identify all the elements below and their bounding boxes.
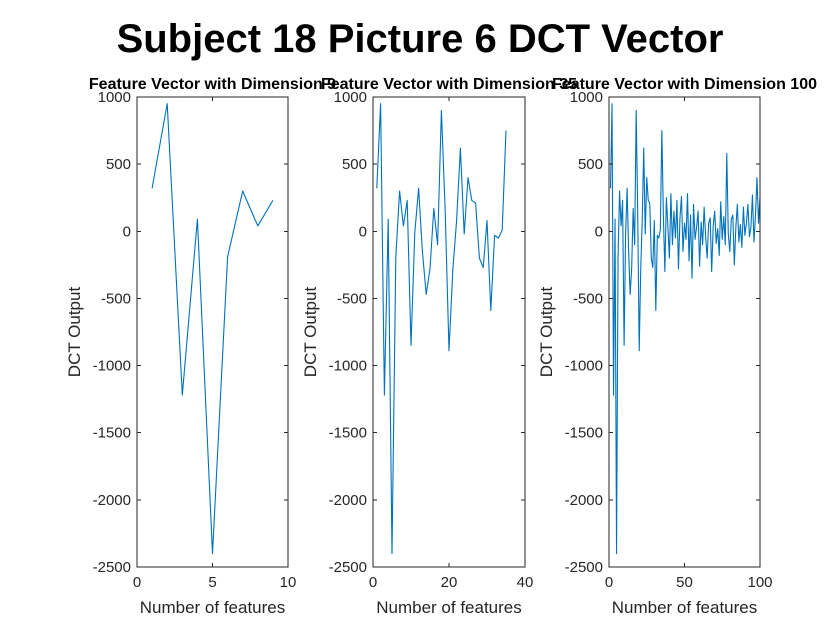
- subplot-2-ytick-label: -1500: [329, 425, 367, 442]
- subplot-3: Feature Vector with Dimension 100 Number…: [537, 76, 817, 617]
- subplot-3-xtick-label: 100: [747, 574, 772, 591]
- subplot-2-xtick-label: 20: [441, 574, 458, 591]
- subplot-1-series-line: [151, 103, 274, 555]
- subplot-3-ytick-label: -2000: [565, 492, 603, 509]
- subplot-3-ytick-label: 0: [595, 223, 603, 240]
- subplot-3-ytick-label: -2500: [565, 559, 603, 576]
- subplot-2-ytick-label: 1000: [334, 89, 367, 106]
- subplot-1-xlabel: Number of features: [140, 598, 286, 617]
- subplot-3-ytick-label: -500: [573, 290, 603, 307]
- subplot-1-xtick-label: 0: [133, 574, 141, 591]
- subplot-3-xlabel: Number of features: [612, 598, 758, 617]
- subplot-1-ylabel: DCT Output: [65, 287, 84, 378]
- subplot-1-ytick-label: -1000: [93, 358, 131, 375]
- subplot-1-ytick-label: -1500: [93, 425, 131, 442]
- subplot-3-xtick-label: 50: [676, 574, 693, 591]
- subplot-2-ylabel: DCT Output: [301, 287, 320, 378]
- subplot-3-xtick-label: 0: [605, 574, 613, 591]
- subplot-1: Feature Vector with Dimension 9 Number o…: [65, 76, 336, 617]
- subplot-1-ytick-label: -500: [101, 290, 131, 307]
- subplot-3-ytick-label: 500: [578, 156, 603, 173]
- subplot-2-ytick-label: 500: [342, 156, 367, 173]
- subplot-2-xtick-label: 0: [369, 574, 377, 591]
- subplot-2-ytick-label: -2500: [329, 559, 367, 576]
- subplot-2: Feature Vector with Dimension 35 Number …: [301, 76, 577, 617]
- subplot-2-ytick-label: -1000: [329, 358, 367, 375]
- subplot-3-ytick-label: -1000: [565, 358, 603, 375]
- figure-suptitle: Subject 18 Picture 6 DCT Vector: [117, 17, 724, 61]
- subplot-2-title: Feature Vector with Dimension 35: [321, 76, 577, 93]
- subplot-1-xtick-label: 10: [280, 574, 297, 591]
- subplot-2-ytick-label: -500: [337, 290, 367, 307]
- subplot-3-ytick-label: -1500: [565, 425, 603, 442]
- subplot-3-series-line: [609, 103, 761, 555]
- subplot-1-title: Feature Vector with Dimension 9: [89, 76, 336, 93]
- subplot-3-ylabel: DCT Output: [537, 287, 556, 378]
- subplot-2-xtick-label: 40: [517, 574, 534, 591]
- subplot-1-ytick-label: 1000: [98, 89, 131, 106]
- subplot-1-ytick-label: 500: [106, 156, 131, 173]
- subplot-3-ytick-label: 1000: [570, 89, 603, 106]
- subplot-1-ytick-label: 0: [123, 223, 131, 240]
- subplot-1-xtick-label: 5: [208, 574, 216, 591]
- subplot-2-series-line: [376, 103, 507, 555]
- subplot-3-title: Feature Vector with Dimension 100: [552, 76, 817, 93]
- subplot-1-ytick-label: -2000: [93, 492, 131, 509]
- subplot-2-ytick-label: 0: [359, 223, 367, 240]
- subplot-2-ytick-label: -2000: [329, 492, 367, 509]
- subplot-2-xlabel: Number of features: [376, 598, 522, 617]
- subplot-1-ytick-label: -2500: [93, 559, 131, 576]
